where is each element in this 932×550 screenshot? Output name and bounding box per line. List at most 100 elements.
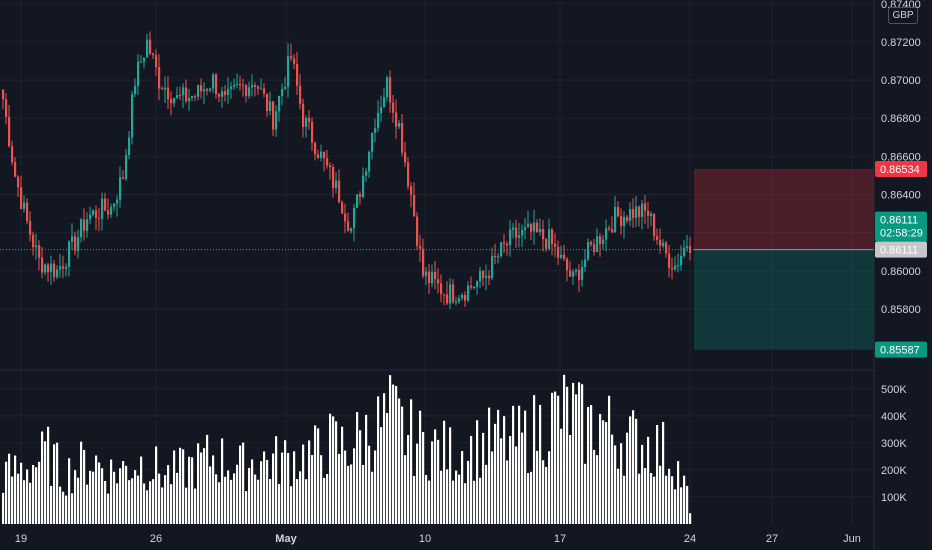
volume-bar [596, 455, 599, 524]
stop-loss-zone[interactable] [694, 168, 874, 250]
candle [209, 87, 212, 93]
time-tick-label: Jun [843, 533, 861, 545]
candle [446, 281, 449, 305]
candle [239, 75, 242, 91]
short-position-tool[interactable] [694, 168, 874, 350]
volume-bar [149, 481, 152, 524]
volume-bar [233, 473, 236, 524]
candle [635, 195, 638, 228]
volume-bar [620, 443, 623, 524]
svg-text:0.85587: 0.85587 [880, 345, 920, 357]
volume-bar [500, 438, 503, 524]
candle [311, 117, 314, 152]
candle [134, 78, 137, 98]
candle [173, 97, 176, 108]
volume-bar [461, 451, 464, 524]
volume-bar [332, 416, 335, 524]
volume-bar [326, 474, 329, 524]
candle [107, 198, 110, 220]
svg-text:0.86534: 0.86534 [880, 164, 920, 176]
volume-bar [65, 495, 68, 524]
volume-bar [323, 477, 326, 524]
volume-bar [371, 471, 374, 524]
volume-bar [431, 441, 434, 524]
candle [38, 240, 41, 271]
candle [281, 83, 284, 106]
volume-bar [497, 409, 500, 524]
volume-bar [584, 463, 587, 524]
volume-bar [167, 465, 170, 524]
volume-bar [488, 407, 491, 524]
candle [185, 79, 188, 104]
volume-bar [224, 476, 227, 524]
volume-tick-label: 100K [881, 492, 907, 504]
candle [74, 231, 77, 256]
candle [128, 130, 131, 160]
volume-bar [86, 484, 89, 524]
volume-bar [623, 475, 626, 524]
volume-bar [665, 475, 668, 524]
volume-tick-label: 300K [881, 438, 907, 450]
volume-bar [302, 444, 305, 524]
price-tick-label: 0.87400 [881, 0, 921, 11]
volume-bar [134, 470, 137, 524]
volume-bar [179, 447, 182, 524]
candle [104, 192, 107, 212]
candle [20, 175, 23, 210]
volume-bar [362, 464, 365, 524]
volume-axis[interactable]: 500K 400K 300K 200K 100K [881, 384, 907, 504]
volume-bar [122, 461, 125, 524]
candle [662, 238, 665, 249]
candle [329, 162, 332, 180]
volume-bar [278, 483, 281, 524]
candle [302, 98, 305, 138]
time-tick-label: 19 [15, 533, 27, 545]
candle [458, 295, 461, 304]
volume-bar [152, 479, 155, 524]
candle [89, 206, 92, 225]
currency-badge[interactable]: GBP [888, 7, 918, 24]
candle [233, 78, 236, 90]
volume-bar [293, 451, 296, 524]
volume-bar [647, 436, 650, 524]
candle [305, 115, 308, 138]
candle [53, 260, 56, 282]
candle [686, 234, 689, 252]
volume-bar [545, 466, 548, 524]
volume-bar [68, 458, 71, 524]
candle [113, 202, 116, 212]
volume-bar [356, 412, 359, 524]
volume-bar [239, 445, 242, 524]
volume-bar [680, 487, 683, 524]
candle [638, 205, 641, 227]
candle [164, 76, 167, 103]
candle [161, 86, 164, 90]
price-tick-label: 0.86800 [881, 113, 921, 125]
volume-bar [350, 464, 353, 524]
price-axis[interactable]: 0.87400 0.87200 0.87000 0.86800 0.86600 0.864… [881, 0, 921, 316]
volume-bar [368, 445, 371, 524]
volume-bar [344, 450, 347, 524]
volume-bar [353, 448, 356, 524]
candle [71, 223, 74, 250]
take-profit-zone[interactable] [694, 249, 874, 350]
volume-bar [518, 405, 521, 524]
volume-bar [137, 475, 140, 524]
volume-bar [509, 435, 512, 524]
candle [266, 93, 269, 117]
candle [299, 74, 302, 110]
volume-bar [425, 475, 428, 524]
candle [368, 150, 371, 179]
candle [530, 222, 533, 241]
candle [542, 220, 545, 252]
candle [353, 204, 356, 242]
time-axis[interactable]: 19 26 May 10 17 24 27 Jun [15, 533, 861, 545]
candle [221, 86, 224, 108]
candle [581, 259, 584, 287]
volume-bar [359, 430, 362, 524]
volume-bar [467, 460, 470, 524]
volume-bar [107, 493, 110, 524]
candle [236, 73, 239, 89]
